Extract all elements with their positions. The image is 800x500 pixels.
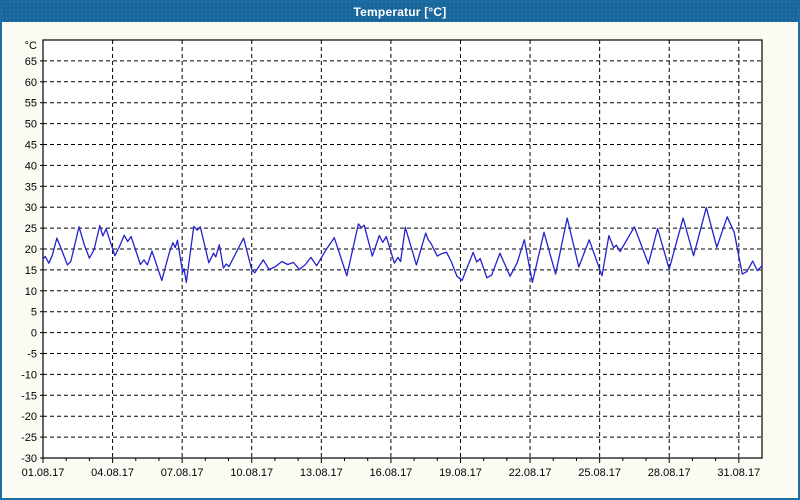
temperature-chart: 65 60 55 50 45 40 35 30 25 20 15 10 5 0 -5 -10 -15 -20 -25… <box>2 22 798 498</box>
y-tick-label: -30 <box>21 453 37 465</box>
y-tick-label: 25 <box>25 223 37 235</box>
temperature-line <box>42 206 763 284</box>
y-tick-label: -20 <box>21 411 37 423</box>
y-tick-label: 0 <box>31 328 37 340</box>
x-tick-label: 19.08.17 <box>439 467 482 479</box>
x-tick-label: 22.08.17 <box>509 467 552 479</box>
x-tick-label: 07.08.17 <box>161 467 204 479</box>
y-tick-label: 50 <box>25 119 37 131</box>
y-tick-label: -25 <box>21 432 37 444</box>
y-tick-label: 65 <box>25 56 37 68</box>
y-tick-label: 20 <box>25 244 37 256</box>
x-tick-label: 25.08.17 <box>578 467 621 479</box>
window-title: Temperatur [°C] <box>353 5 447 19</box>
y-tick-label: 45 <box>25 140 37 152</box>
y-tick-label: 15 <box>25 265 37 277</box>
y-tick-label: 30 <box>25 202 37 214</box>
y-tick-label: 60 <box>25 77 37 89</box>
y-tick-label: -5 <box>27 349 37 361</box>
y-tick-label: -15 <box>21 390 37 402</box>
x-tick-label: 28.08.17 <box>648 467 691 479</box>
x-tick-label: 16.08.17 <box>369 467 412 479</box>
x-tick-label: 31.08.17 <box>717 467 760 479</box>
y-tick-label: 5 <box>31 307 37 319</box>
x-tick-label: 01.08.17 <box>22 467 65 479</box>
y-tick-label: 10 <box>25 286 37 298</box>
window-titlebar[interactable]: Temperatur [°C] <box>2 2 798 22</box>
y-axis-unit-label: °C <box>25 40 37 52</box>
y-tick-label: 40 <box>25 160 37 172</box>
y-tick-label: 35 <box>25 181 37 193</box>
x-tick-label: 04.08.17 <box>91 467 134 479</box>
x-tick-label: 10.08.17 <box>230 467 273 479</box>
chart-svg: 65605550454035302520151050-5-10-15-20-25… <box>21 39 763 479</box>
plot-border <box>42 39 763 459</box>
y-tick-label: 55 <box>25 98 37 110</box>
y-tick-label: -10 <box>21 369 37 381</box>
x-tick-label: 13.08.17 <box>300 467 343 479</box>
